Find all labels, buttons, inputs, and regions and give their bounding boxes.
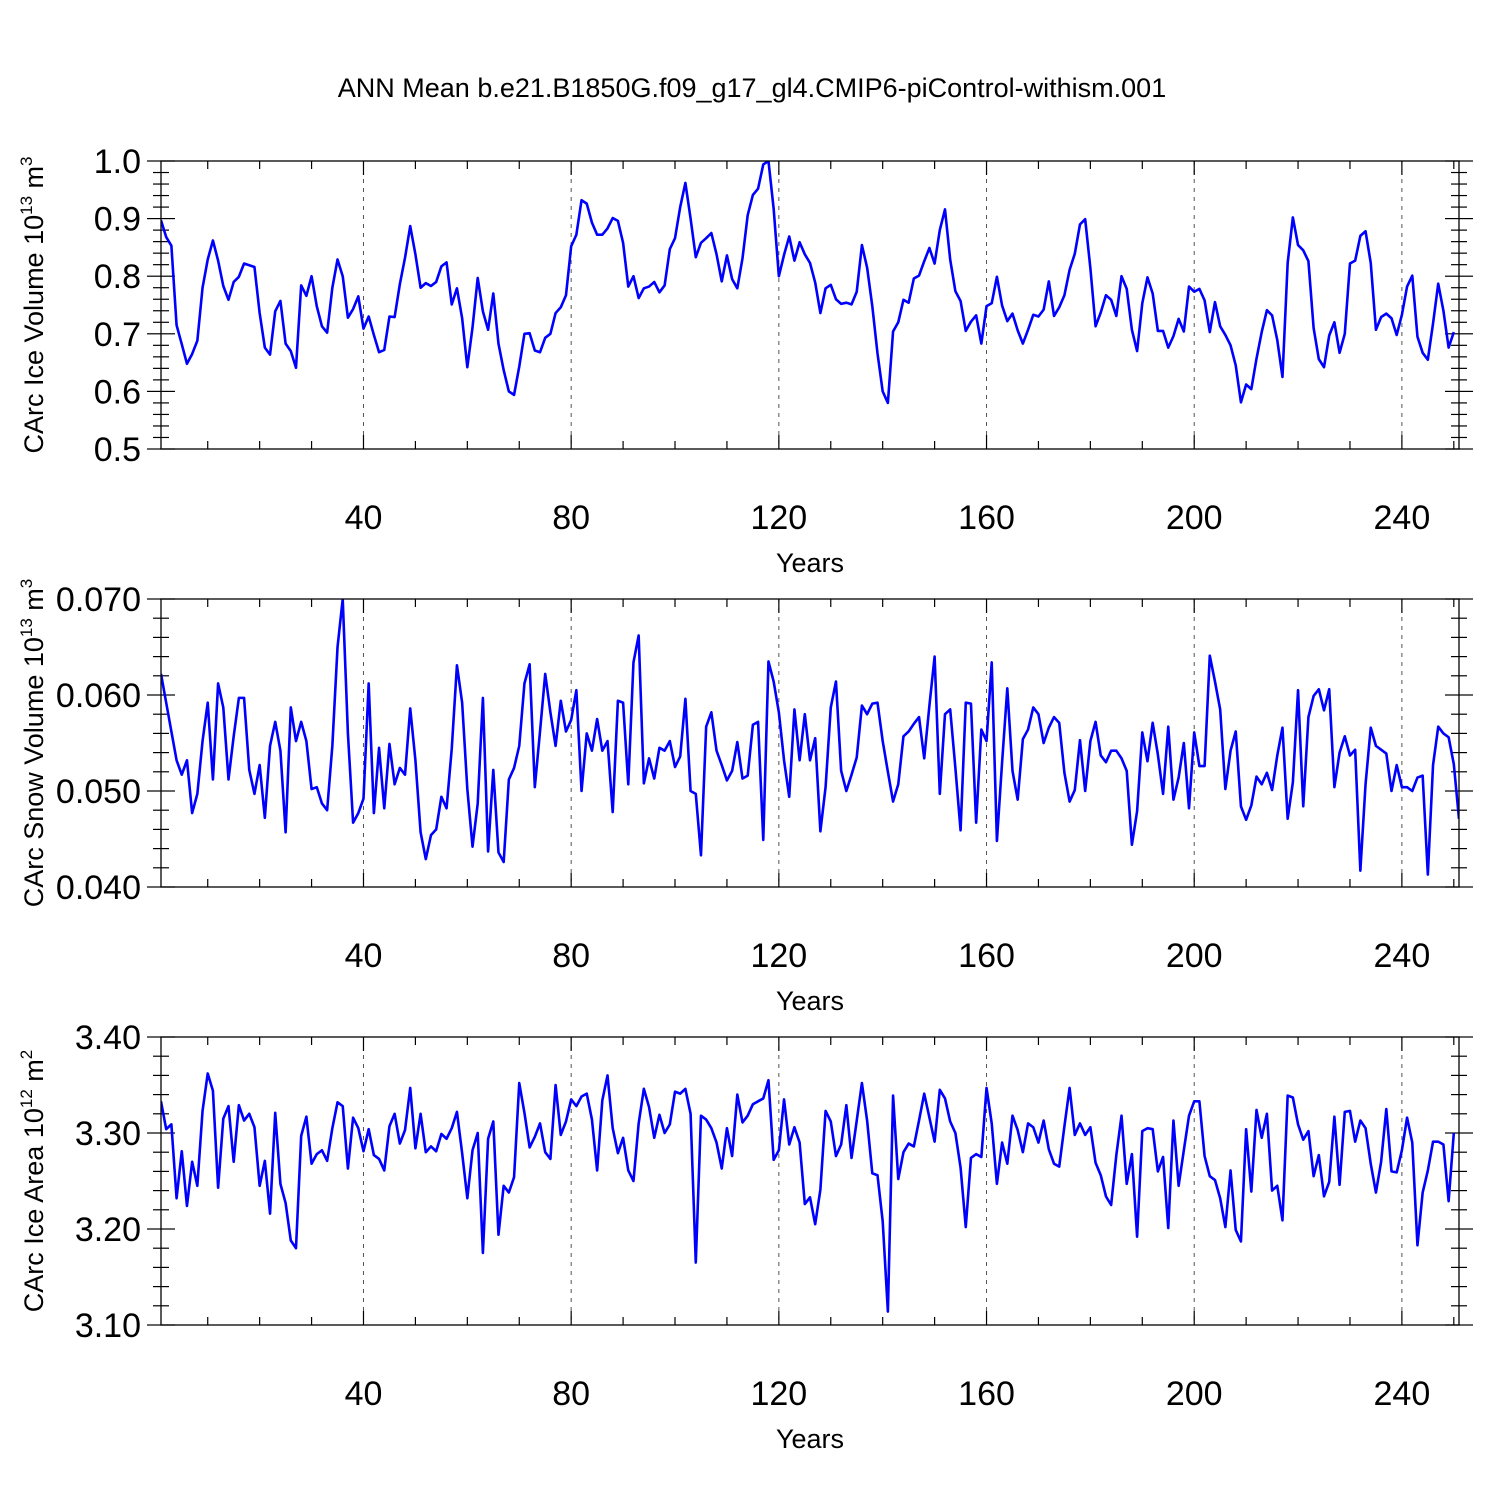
y-tick-label: 0.6: [94, 373, 141, 411]
y-tick-label: 0.7: [94, 316, 141, 354]
series-line-ice-area: [161, 1072, 1456, 1313]
y-tick-label: 3.10: [75, 1307, 141, 1345]
x-tick-label: 240: [1374, 499, 1431, 537]
series-line-snow-volume: [161, 599, 1459, 876]
y-tick-label: 3.20: [75, 1211, 141, 1249]
x-tick-label: 80: [552, 937, 590, 975]
plot-frame: [160, 1036, 1460, 1326]
y-tick-label: 0.8: [94, 258, 141, 296]
x-tick-label: 40: [345, 937, 383, 975]
figure-title: ANN Mean b.e21.B1850G.f09_g17_gl4.CMIP6-…: [338, 73, 1166, 103]
y-tick-label: 3.30: [75, 1115, 141, 1153]
x-tick-label: 200: [1166, 937, 1223, 975]
x-tick-label: 80: [552, 499, 590, 537]
y-tick-label: 3.40: [75, 1019, 141, 1057]
y-tick-label: 1.0: [94, 143, 141, 181]
panel-snow-volume: 0.040 0.050 0.060 0.070 40 80 120 160 200 240 Year…: [17, 579, 1473, 1016]
x-tick-label: 120: [750, 499, 807, 537]
x-axis-label: Years: [776, 1424, 844, 1454]
plot-frame: [160, 160, 1460, 450]
x-tick-label: 40: [345, 1375, 383, 1413]
x-tick-label: 240: [1374, 1375, 1431, 1413]
x-tick-label: 40: [345, 499, 383, 537]
x-tick-label: 120: [750, 937, 807, 975]
x-axis-label: Years: [776, 548, 844, 578]
x-tick-label: 80: [552, 1375, 590, 1413]
y-tick-label: 0.5: [94, 431, 141, 469]
series-line-ice-volume: [161, 161, 1456, 405]
y-tick-label: 0.060: [56, 677, 141, 715]
panels: 0.5 0.6 0.7 0.8 0.9 1.0 40 80 120 160 200 240 Years C…: [17, 143, 1473, 1454]
y-tick-label: 0.070: [56, 581, 141, 619]
x-tick-label: 160: [958, 937, 1015, 975]
panel-ice-volume: 0.5 0.6 0.7 0.8 0.9 1.0 40 80 120 160 200 240 Years C…: [17, 143, 1473, 578]
x-tick-label: 160: [958, 1375, 1015, 1413]
x-tick-label: 240: [1374, 937, 1431, 975]
panel-ice-area: 3.10 3.20 3.30 3.40 40 80 120 160 200 240 Years CAr…: [17, 1019, 1473, 1454]
y-axis-label: CArc Ice Area 1012 m2: [17, 1050, 49, 1313]
x-axis-label: Years: [776, 986, 844, 1016]
x-tick-label: 120: [750, 1375, 807, 1413]
y-tick-label: 0.9: [94, 201, 141, 239]
plot-frame: [160, 598, 1460, 888]
y-axis-label: CArc Snow Volume 1013 m3: [17, 579, 49, 908]
x-tick-label: 200: [1166, 1375, 1223, 1413]
y-tick-label: 0.040: [56, 869, 141, 907]
x-tick-label: 160: [958, 499, 1015, 537]
y-tick-label: 0.050: [56, 773, 141, 811]
y-axis-label: CArc Ice Volume 1013 m3: [17, 156, 49, 453]
x-tick-label: 200: [1166, 499, 1223, 537]
